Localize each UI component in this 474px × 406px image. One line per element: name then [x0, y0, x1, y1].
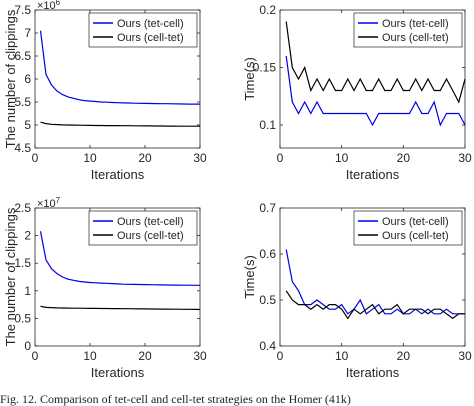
y-tick-label: 2.5: [14, 201, 31, 215]
series-line-2: [40, 121, 200, 127]
y-tick-label: 0.15: [253, 61, 277, 75]
series-line-1: [39, 30, 200, 105]
legend-box: [353, 12, 463, 48]
chart-panel-2: 0 10 20 30 0.1 0.15 0.2 Iterations Time(s) Ours (…: [242, 3, 472, 182]
y-tick-label: 6.5: [14, 49, 31, 63]
y-axis-label: Time(s): [242, 255, 257, 299]
x-tick-label: 20: [397, 151, 411, 165]
y-tick-label: 0: [24, 339, 31, 353]
y-tick-label: 0.4: [259, 339, 276, 353]
legend-label-1: Ours (tet-cell): [117, 18, 184, 30]
legend-box: [88, 210, 198, 246]
chart-panel-1: 0 10 20 30 4.5 5 5.5 6 6.5 7 7.5 ×106 Iterations The …: [3, 0, 207, 182]
x-tick-label: 10: [335, 151, 349, 165]
x-axis-label: Iterations: [346, 167, 400, 182]
legend-label-2: Ours (cell-tet): [117, 230, 184, 242]
chart-panel-4: 0 10 20 30 0.4 0.5 0.6 0.7 Iterations Time(s) Ours…: [242, 201, 472, 380]
x-tick-label: 30: [193, 151, 207, 165]
x-axis-label: Iterations: [91, 365, 145, 380]
legend-label-1: Ours (tet-cell): [117, 216, 184, 228]
series-line-2: [40, 305, 201, 311]
y-tick-label: 1: [24, 284, 31, 298]
legend: Ours (tet-cell) Ours (cell-tet): [353, 210, 463, 246]
y-tick-label: 1.5: [14, 256, 31, 270]
x-tick-label: 10: [83, 349, 97, 363]
y-exponent-label: ×107: [37, 196, 61, 210]
x-tick-label: 0: [277, 349, 284, 363]
y-exponent-label: ×106: [37, 0, 61, 12]
legend: Ours (tet-cell) Ours (cell-tet): [353, 12, 463, 48]
legend: Ours (tet-cell) Ours (cell-tet): [88, 12, 198, 48]
x-tick-label: 10: [83, 151, 97, 165]
series-line-1: [285, 249, 465, 315]
legend-label-1: Ours (tet-cell): [382, 216, 449, 228]
y-axis-label: Time(s): [242, 57, 257, 101]
y-axis-label: The number of clippings: [3, 9, 18, 148]
x-tick-label: 20: [138, 151, 152, 165]
series-line-1: [285, 55, 466, 127]
y-tick-label: 5.5: [14, 95, 31, 109]
y-tick-label: 0.5: [259, 293, 276, 307]
plot-frame: [279, 207, 466, 347]
series-line-1: [39, 231, 200, 286]
y-tick-label: 0.1: [259, 118, 276, 132]
x-tick-label: 20: [138, 349, 152, 363]
x-axis-label: Iterations: [346, 365, 400, 380]
x-tick-label: 0: [277, 151, 284, 165]
legend-label-2: Ours (cell-tet): [382, 32, 449, 44]
x-axis-label: Iterations: [91, 167, 145, 182]
y-tick-label: 0.7: [259, 201, 276, 215]
y-tick-label: 2: [24, 229, 31, 243]
y-tick-label: 4.5: [14, 141, 31, 155]
y-axis-label: The number of clippings: [3, 207, 18, 346]
legend-box: [88, 12, 198, 48]
legend: Ours (tet-cell) Ours (cell-tet): [88, 210, 198, 246]
x-tick-label: 10: [335, 349, 349, 363]
x-tick-label: 20: [397, 349, 411, 363]
x-tick-label: 30: [458, 151, 472, 165]
x-tick-label: 0: [32, 151, 39, 165]
legend-box: [353, 210, 463, 246]
y-tick-label: 0.6: [259, 247, 276, 261]
figure-caption: Fig. 12. Comparison of tet-cell and cell…: [0, 393, 351, 406]
chart-panel-3: 0 10 20 30 0 0.5 1 1.5 2 2.5 ×107 Iterations The num…: [3, 196, 207, 380]
series-line-2: [285, 21, 466, 104]
x-tick-label: 30: [193, 349, 207, 363]
plot-frame: [34, 207, 201, 347]
y-tick-label: 7: [24, 26, 31, 40]
y-tick-label: 6: [24, 72, 31, 86]
y-tick-label: 0.5: [14, 311, 31, 325]
x-tick-label: 30: [458, 349, 472, 363]
series-line-2: [285, 290, 465, 320]
y-tick-label: 5: [24, 118, 31, 132]
legend-label-1: Ours (tet-cell): [382, 18, 449, 30]
x-tick-label: 0: [32, 349, 39, 363]
y-tick-label: 7.5: [14, 3, 31, 17]
y-tick-label: 0.2: [259, 3, 276, 17]
legend-label-2: Ours (cell-tet): [382, 230, 449, 242]
legend-label-2: Ours (cell-tet): [117, 32, 184, 44]
